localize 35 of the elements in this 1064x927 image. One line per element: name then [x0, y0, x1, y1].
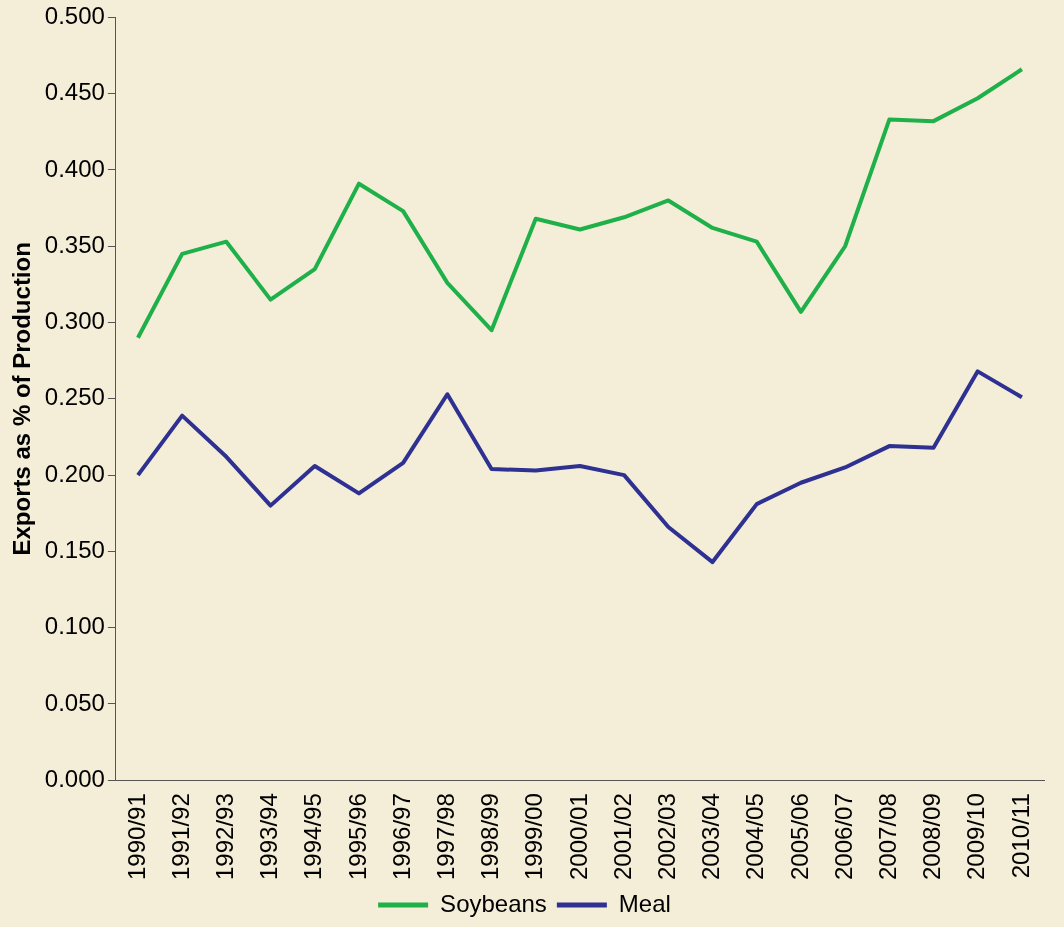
y-tick-label: 0.000	[44, 764, 105, 792]
x-tick-label: 1999/00	[520, 793, 548, 881]
x-tick-label: 2007/08	[873, 793, 901, 881]
y-tick-label: 0.350	[44, 230, 105, 258]
x-tick-label: 1997/98	[431, 793, 459, 881]
x-tick-label: 1998/99	[476, 793, 504, 881]
x-tick-label: 1990/91	[122, 793, 150, 881]
x-tick-label: 2001/02	[608, 793, 636, 881]
x-tick-label: 2008/09	[918, 793, 946, 881]
legend-label: Soybeans	[440, 889, 547, 917]
y-tick-label: 0.300	[44, 307, 105, 335]
y-tick-label: 0.150	[44, 536, 105, 564]
x-tick-label: 1994/95	[299, 793, 327, 881]
x-tick-label: 2003/04	[697, 793, 725, 881]
y-tick-label: 0.250	[44, 383, 105, 411]
x-tick-label: 1995/96	[343, 793, 371, 881]
y-tick-label: 0.050	[44, 688, 105, 716]
x-tick-label: 2006/07	[829, 793, 857, 881]
y-tick-label: 0.450	[44, 78, 105, 106]
y-tick-label: 0.100	[44, 612, 105, 640]
x-tick-label: 2005/06	[785, 793, 813, 881]
x-tick-label: 2010/11	[1006, 793, 1034, 879]
x-tick-label: 2004/05	[741, 793, 769, 881]
y-tick-label: 0.400	[44, 154, 105, 182]
x-tick-label: 1996/97	[387, 793, 415, 881]
x-tick-label: 1992/93	[210, 793, 238, 881]
y-tick-label: 0.200	[44, 459, 105, 487]
legend-label: Meal	[618, 889, 671, 917]
y-axis-title: Exports as % of Production	[8, 242, 36, 556]
x-tick-label: 2002/03	[652, 793, 680, 881]
x-tick-label: 1993/94	[255, 793, 283, 881]
x-tick-label: 2000/01	[564, 793, 592, 881]
y-tick-label: 0.500	[44, 2, 105, 30]
x-tick-label: 1991/92	[166, 793, 194, 881]
x-tick-label: 2009/10	[962, 793, 990, 881]
